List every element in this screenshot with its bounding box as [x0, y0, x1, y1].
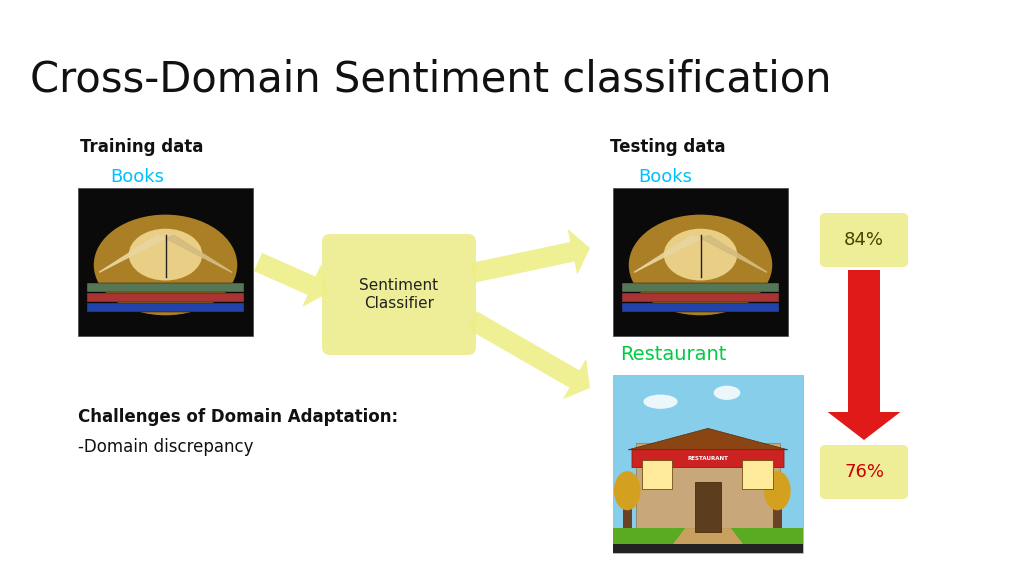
Bar: [772, 503, 782, 528]
FancyBboxPatch shape: [820, 445, 908, 499]
Polygon shape: [667, 528, 750, 553]
FancyBboxPatch shape: [632, 450, 784, 468]
Ellipse shape: [714, 386, 740, 400]
Text: Books: Books: [638, 168, 692, 186]
Text: RESTAURANT: RESTAURANT: [687, 456, 728, 461]
Bar: [622, 283, 779, 291]
Polygon shape: [99, 236, 166, 272]
Polygon shape: [634, 236, 700, 272]
Bar: [622, 304, 779, 312]
Bar: [78, 188, 253, 336]
Bar: [641, 460, 672, 489]
Text: 76%: 76%: [844, 463, 884, 481]
Text: Challenges of Domain Adaptation:: Challenges of Domain Adaptation:: [78, 408, 398, 426]
Bar: [742, 460, 772, 489]
Polygon shape: [254, 253, 328, 307]
Text: Sentiment
Classifier: Sentiment Classifier: [359, 278, 438, 310]
Bar: [613, 544, 803, 553]
Polygon shape: [628, 429, 787, 450]
Bar: [622, 293, 779, 302]
Ellipse shape: [764, 471, 791, 510]
Polygon shape: [166, 236, 232, 272]
Text: Restaurant: Restaurant: [620, 345, 726, 364]
Polygon shape: [827, 270, 900, 440]
Polygon shape: [470, 229, 590, 283]
Ellipse shape: [629, 215, 772, 315]
Text: Training data: Training data: [80, 138, 204, 156]
Bar: [87, 304, 245, 312]
Ellipse shape: [129, 229, 203, 281]
Text: Books: Books: [110, 168, 164, 186]
Bar: [613, 375, 803, 553]
Polygon shape: [700, 236, 767, 272]
Text: -Domain discrepancy: -Domain discrepancy: [78, 438, 254, 456]
Ellipse shape: [94, 215, 238, 315]
Bar: [87, 293, 245, 302]
Text: 84%: 84%: [844, 231, 884, 249]
FancyBboxPatch shape: [322, 234, 476, 355]
Ellipse shape: [664, 229, 737, 281]
Bar: [623, 503, 632, 528]
Bar: [87, 283, 245, 291]
Text: Testing data: Testing data: [610, 138, 725, 156]
Bar: [613, 188, 788, 336]
Bar: [694, 482, 721, 532]
Ellipse shape: [614, 471, 641, 510]
Bar: [613, 528, 803, 553]
FancyBboxPatch shape: [820, 213, 908, 267]
Polygon shape: [467, 312, 590, 399]
Text: Cross-Domain Sentiment classification: Cross-Domain Sentiment classification: [30, 58, 831, 100]
Ellipse shape: [643, 395, 678, 409]
Bar: [636, 442, 780, 532]
